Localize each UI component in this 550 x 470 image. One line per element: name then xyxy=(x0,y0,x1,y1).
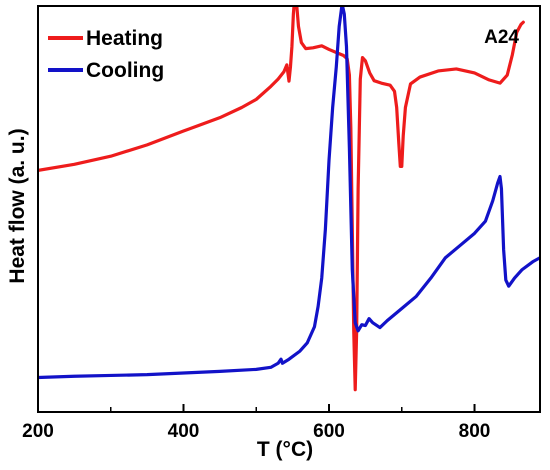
y-axis-title: Heat flow (a. u.) xyxy=(6,128,29,283)
x-tick-label: 200 xyxy=(22,421,54,442)
legend-label-heating: Heating xyxy=(86,27,163,50)
x-tick-label: 800 xyxy=(459,421,491,442)
series-line-cooling xyxy=(38,6,540,380)
x-tick-label: 400 xyxy=(168,421,200,442)
legend-label-cooling: Cooling xyxy=(86,59,164,82)
plot-lines xyxy=(38,6,540,392)
plot-frame xyxy=(37,5,541,413)
sample-annotation: A24 xyxy=(484,27,519,48)
x-ticks: 200 400 600 800 xyxy=(22,404,490,442)
x-axis-title: T (°C) xyxy=(257,438,313,461)
legend: Heating Cooling xyxy=(48,27,164,82)
x-tick-label: 600 xyxy=(313,421,345,442)
